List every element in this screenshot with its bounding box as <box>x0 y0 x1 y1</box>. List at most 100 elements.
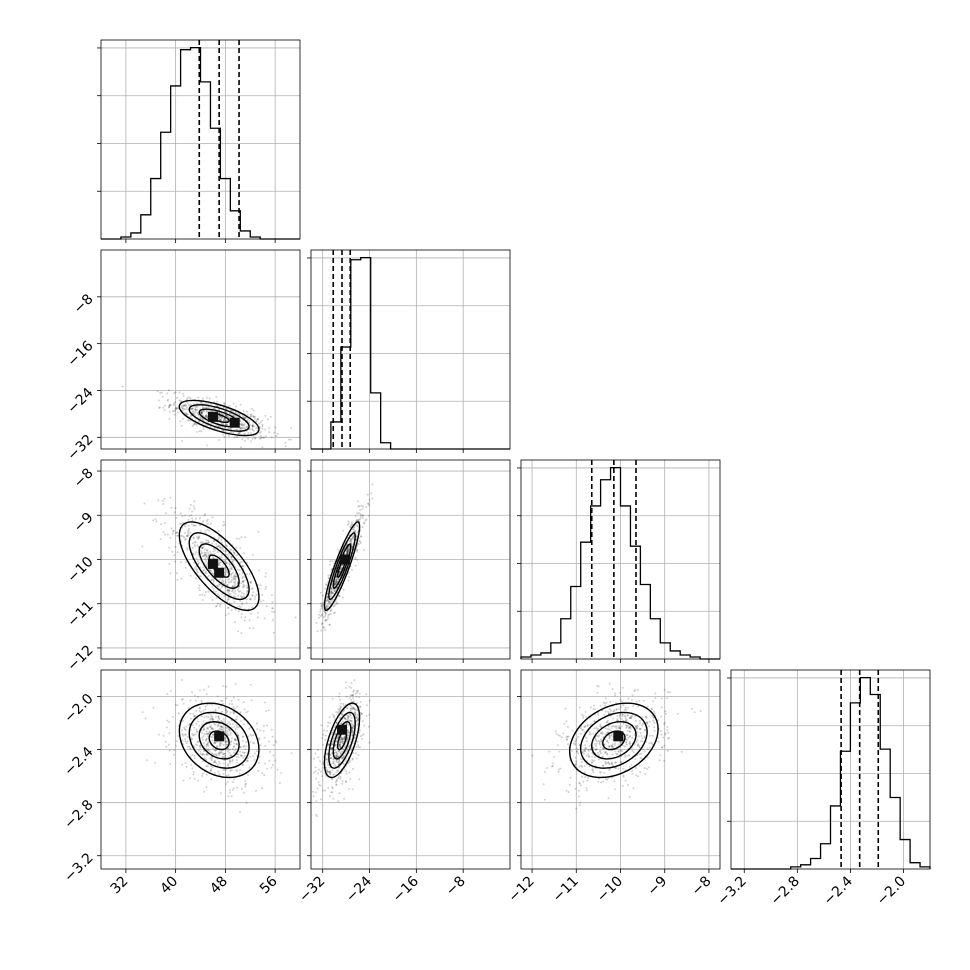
sample-point <box>339 746 342 749</box>
sample-point <box>611 776 614 779</box>
sample-point <box>348 787 351 790</box>
sample-point <box>224 549 227 552</box>
sample-point <box>311 790 314 793</box>
sample-point <box>202 749 205 752</box>
sample-point <box>236 716 239 718</box>
sample-point <box>601 731 604 733</box>
sample-point <box>203 551 206 554</box>
sample-point <box>186 401 189 404</box>
sample-point <box>337 776 340 779</box>
sample-point <box>224 741 227 744</box>
sample-point <box>238 537 241 540</box>
sample-point <box>228 563 231 566</box>
sample-point <box>353 526 356 529</box>
sample-point <box>639 728 642 731</box>
sample-point <box>221 566 224 569</box>
sample-point <box>340 738 343 741</box>
sample-point <box>595 747 598 750</box>
sample-point <box>182 734 185 737</box>
sample-point <box>214 761 217 764</box>
sample-point <box>218 537 221 539</box>
sample-point <box>582 780 585 783</box>
sample-point <box>217 724 220 727</box>
sample-point <box>330 747 333 750</box>
sample-point <box>315 815 318 818</box>
sample-point <box>622 767 625 770</box>
sample-point <box>217 752 220 755</box>
sample-point <box>229 711 232 714</box>
sample-point <box>214 753 217 756</box>
sample-point <box>216 602 219 605</box>
sample-point <box>548 750 551 753</box>
sample-point <box>350 540 353 543</box>
sample-point <box>217 585 220 588</box>
sample-point <box>336 739 338 742</box>
sample-point <box>346 731 349 734</box>
sample-point <box>248 598 251 601</box>
sample-point <box>326 595 329 598</box>
sample-point <box>193 733 196 736</box>
sample-point <box>227 747 229 750</box>
sample-point <box>205 553 207 556</box>
sample-point <box>333 749 336 752</box>
sample-point <box>190 514 193 517</box>
sample-point <box>361 514 364 517</box>
sample-point <box>582 750 584 753</box>
sample-point <box>226 584 229 586</box>
sample-point <box>627 727 630 730</box>
sample-point <box>313 757 316 760</box>
sample-point <box>219 546 222 549</box>
sample-point <box>360 713 363 716</box>
sample-point <box>583 765 586 768</box>
sample-point <box>209 569 212 572</box>
sample-point <box>271 610 274 613</box>
sample-point <box>315 621 318 624</box>
sample-point <box>219 741 222 744</box>
sample-point <box>266 418 269 421</box>
sample-point <box>638 699 641 702</box>
sample-point <box>215 762 218 764</box>
sample-point <box>144 717 147 720</box>
sample-point <box>339 706 342 709</box>
sample-point <box>343 768 346 771</box>
sample-point <box>240 720 242 723</box>
x-tick-label: −8 <box>443 873 469 899</box>
sample-point <box>241 565 244 568</box>
sample-point <box>231 703 234 706</box>
pair-panel-1-0 <box>97 249 301 453</box>
sample-point <box>212 550 215 553</box>
sample-point <box>615 708 618 711</box>
sample-point <box>220 725 223 728</box>
sample-point <box>326 618 329 621</box>
sample-point <box>356 702 358 705</box>
sample-point <box>586 724 589 727</box>
sample-point <box>232 696 235 699</box>
sample-point <box>219 725 222 728</box>
sample-point <box>192 407 194 410</box>
sample-point <box>240 595 243 597</box>
sample-point <box>201 547 204 549</box>
sample-point <box>205 414 208 417</box>
sample-point <box>228 728 231 731</box>
sample-point <box>611 763 614 766</box>
sample-point <box>346 549 349 552</box>
sample-point <box>264 414 267 417</box>
sample-point <box>350 568 353 571</box>
sample-point <box>348 771 351 774</box>
sample-point <box>575 750 578 753</box>
sample-point <box>169 572 172 575</box>
sample-point <box>251 594 254 597</box>
sample-point <box>184 404 187 407</box>
sample-point <box>574 787 577 790</box>
sample-point <box>197 413 200 416</box>
sample-point <box>327 576 330 579</box>
sample-point <box>228 602 231 604</box>
pair-inner <box>141 496 297 635</box>
contour-outer <box>568 702 659 779</box>
sample-point <box>176 397 178 399</box>
sample-point <box>158 406 161 409</box>
sample-point <box>164 512 167 515</box>
sample-point <box>215 597 218 600</box>
sample-point <box>628 726 631 729</box>
sample-point <box>358 778 361 781</box>
